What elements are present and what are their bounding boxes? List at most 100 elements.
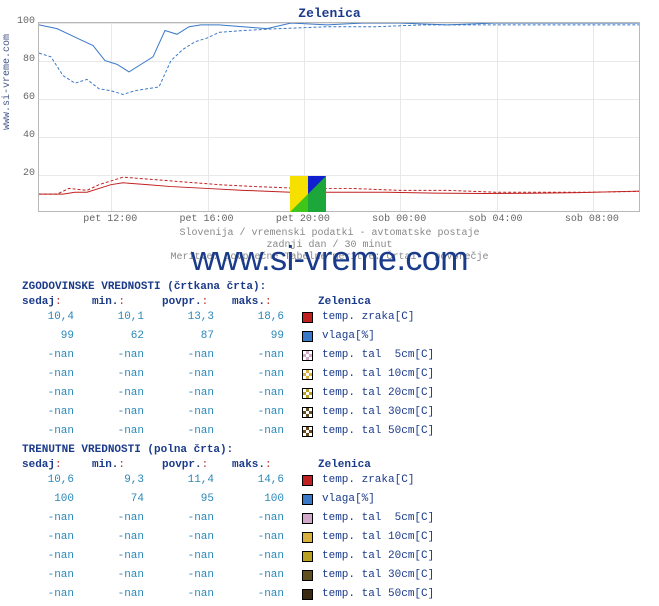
legend-label: temp. tal 50cm[C]: [318, 587, 478, 606]
value-cell: -nan: [92, 405, 162, 424]
value-cell: 13,3: [162, 310, 232, 329]
value-cell: -nan: [22, 405, 92, 424]
value-cell: -nan: [162, 367, 232, 386]
table-row: 99628799vlaga[%]: [22, 329, 478, 348]
value-cell: 87: [162, 329, 232, 348]
value-cell: -nan: [162, 511, 232, 530]
legend-swatch-icon: [302, 532, 313, 543]
column-header: maks.:: [232, 458, 302, 473]
table-row: -nan-nan-nan-nantemp. tal 30cm[C]: [22, 405, 478, 424]
value-cell: -nan: [92, 386, 162, 405]
xtick-label: sob 08:00: [565, 214, 619, 225]
value-cell: -nan: [92, 530, 162, 549]
value-cell: -nan: [232, 549, 302, 568]
value-cell: -nan: [22, 530, 92, 549]
legend-swatch-icon: [302, 407, 313, 418]
value-cell: -nan: [232, 587, 302, 606]
chart-title: Zelenica: [0, 6, 659, 21]
value-cell: -nan: [162, 405, 232, 424]
ytick-label: 100: [5, 16, 35, 27]
value-cell: 99: [22, 329, 92, 348]
value-cell: -nan: [232, 386, 302, 405]
legend-swatch-icon: [302, 350, 313, 361]
table-row: -nan-nan-nan-nantemp. tal 5cm[C]: [22, 348, 478, 367]
series-line: [39, 25, 639, 95]
value-cell: -nan: [22, 587, 92, 606]
legend-swatch-icon: [302, 589, 313, 600]
section-header: ZGODOVINSKE VREDNOSTI (črtkana črta):: [22, 280, 478, 295]
logo-icon: [290, 176, 326, 212]
subtitle-1: Slovenija / vremenski podatki - avtomats…: [0, 228, 659, 239]
value-cell: -nan: [162, 424, 232, 443]
station-header: Zelenica: [318, 458, 478, 473]
table-row: -nan-nan-nan-nantemp. tal 10cm[C]: [22, 367, 478, 386]
value-cell: -nan: [22, 549, 92, 568]
legend-swatch-icon: [302, 312, 313, 323]
column-header: povpr.:: [162, 458, 232, 473]
table-row: -nan-nan-nan-nantemp. tal 20cm[C]: [22, 386, 478, 405]
legend-label: temp. tal 50cm[C]: [318, 424, 478, 443]
table-row: -nan-nan-nan-nantemp. tal 10cm[C]: [22, 530, 478, 549]
value-cell: -nan: [162, 530, 232, 549]
legend-swatch-icon: [302, 513, 313, 524]
legend-swatch-icon: [302, 570, 313, 581]
legend-label: temp. tal 30cm[C]: [318, 568, 478, 587]
value-cell: -nan: [162, 348, 232, 367]
table-row: -nan-nan-nan-nantemp. tal 50cm[C]: [22, 587, 478, 606]
value-cell: 95: [162, 492, 232, 511]
chart-plot: [39, 23, 639, 211]
value-cell: -nan: [92, 367, 162, 386]
column-header: min.:: [92, 458, 162, 473]
value-cell: -nan: [232, 348, 302, 367]
legend-swatch-icon: [302, 551, 313, 562]
legend-label: temp. zraka[C]: [318, 310, 478, 329]
column-header: min.:: [92, 295, 162, 310]
subtitle-3: Meritve: povprečne Tabelne meritve: Črta…: [0, 252, 659, 263]
value-cell: 62: [92, 329, 162, 348]
value-cell: -nan: [232, 511, 302, 530]
value-cell: -nan: [92, 348, 162, 367]
legend-label: temp. tal 10cm[C]: [318, 530, 478, 549]
subtitle-2: zadnji dan / 30 minut: [0, 240, 659, 251]
table-row: 10,69,311,414,6temp. zraka[C]: [22, 473, 478, 492]
series-line: [39, 177, 639, 194]
section-header: TRENUTNE VREDNOSTI (polna črta):: [22, 443, 478, 458]
legend-swatch-icon: [302, 475, 313, 486]
xtick-label: pet 12:00: [83, 214, 137, 225]
column-header: maks.:: [232, 295, 302, 310]
ytick-label: 60: [5, 92, 35, 103]
value-cell: -nan: [92, 587, 162, 606]
value-cell: -nan: [232, 568, 302, 587]
value-cell: -nan: [162, 568, 232, 587]
column-header: sedaj:: [22, 295, 92, 310]
chart-area: [38, 22, 640, 212]
value-cell: 18,6: [232, 310, 302, 329]
value-cell: 10,4: [22, 310, 92, 329]
value-cell: 10,6: [22, 473, 92, 492]
value-cell: -nan: [232, 530, 302, 549]
xtick-label: pet 16:00: [180, 214, 234, 225]
legend-label: vlaga[%]: [318, 492, 478, 511]
legend-label: temp. tal 30cm[C]: [318, 405, 478, 424]
legend-swatch-icon: [302, 494, 313, 505]
xtick-label: sob 04:00: [469, 214, 523, 225]
legend-label: temp. tal 10cm[C]: [318, 367, 478, 386]
value-cell: -nan: [92, 568, 162, 587]
legend-swatch-icon: [302, 331, 313, 342]
xtick-label: sob 00:00: [372, 214, 426, 225]
value-cell: -nan: [22, 511, 92, 530]
legend-swatch-icon: [302, 388, 313, 399]
value-cell: 100: [22, 492, 92, 511]
value-cell: -nan: [22, 367, 92, 386]
value-cell: -nan: [232, 367, 302, 386]
column-header: sedaj:: [22, 458, 92, 473]
table-row: -nan-nan-nan-nantemp. tal 20cm[C]: [22, 549, 478, 568]
legend-label: temp. tal 20cm[C]: [318, 386, 478, 405]
table-row: -nan-nan-nan-nantemp. tal 30cm[C]: [22, 568, 478, 587]
legend-swatch-icon: [302, 369, 313, 380]
value-cell: -nan: [162, 549, 232, 568]
value-cell: -nan: [22, 424, 92, 443]
table-row: 1007495100vlaga[%]: [22, 492, 478, 511]
value-cell: -nan: [232, 405, 302, 424]
value-cell: 74: [92, 492, 162, 511]
